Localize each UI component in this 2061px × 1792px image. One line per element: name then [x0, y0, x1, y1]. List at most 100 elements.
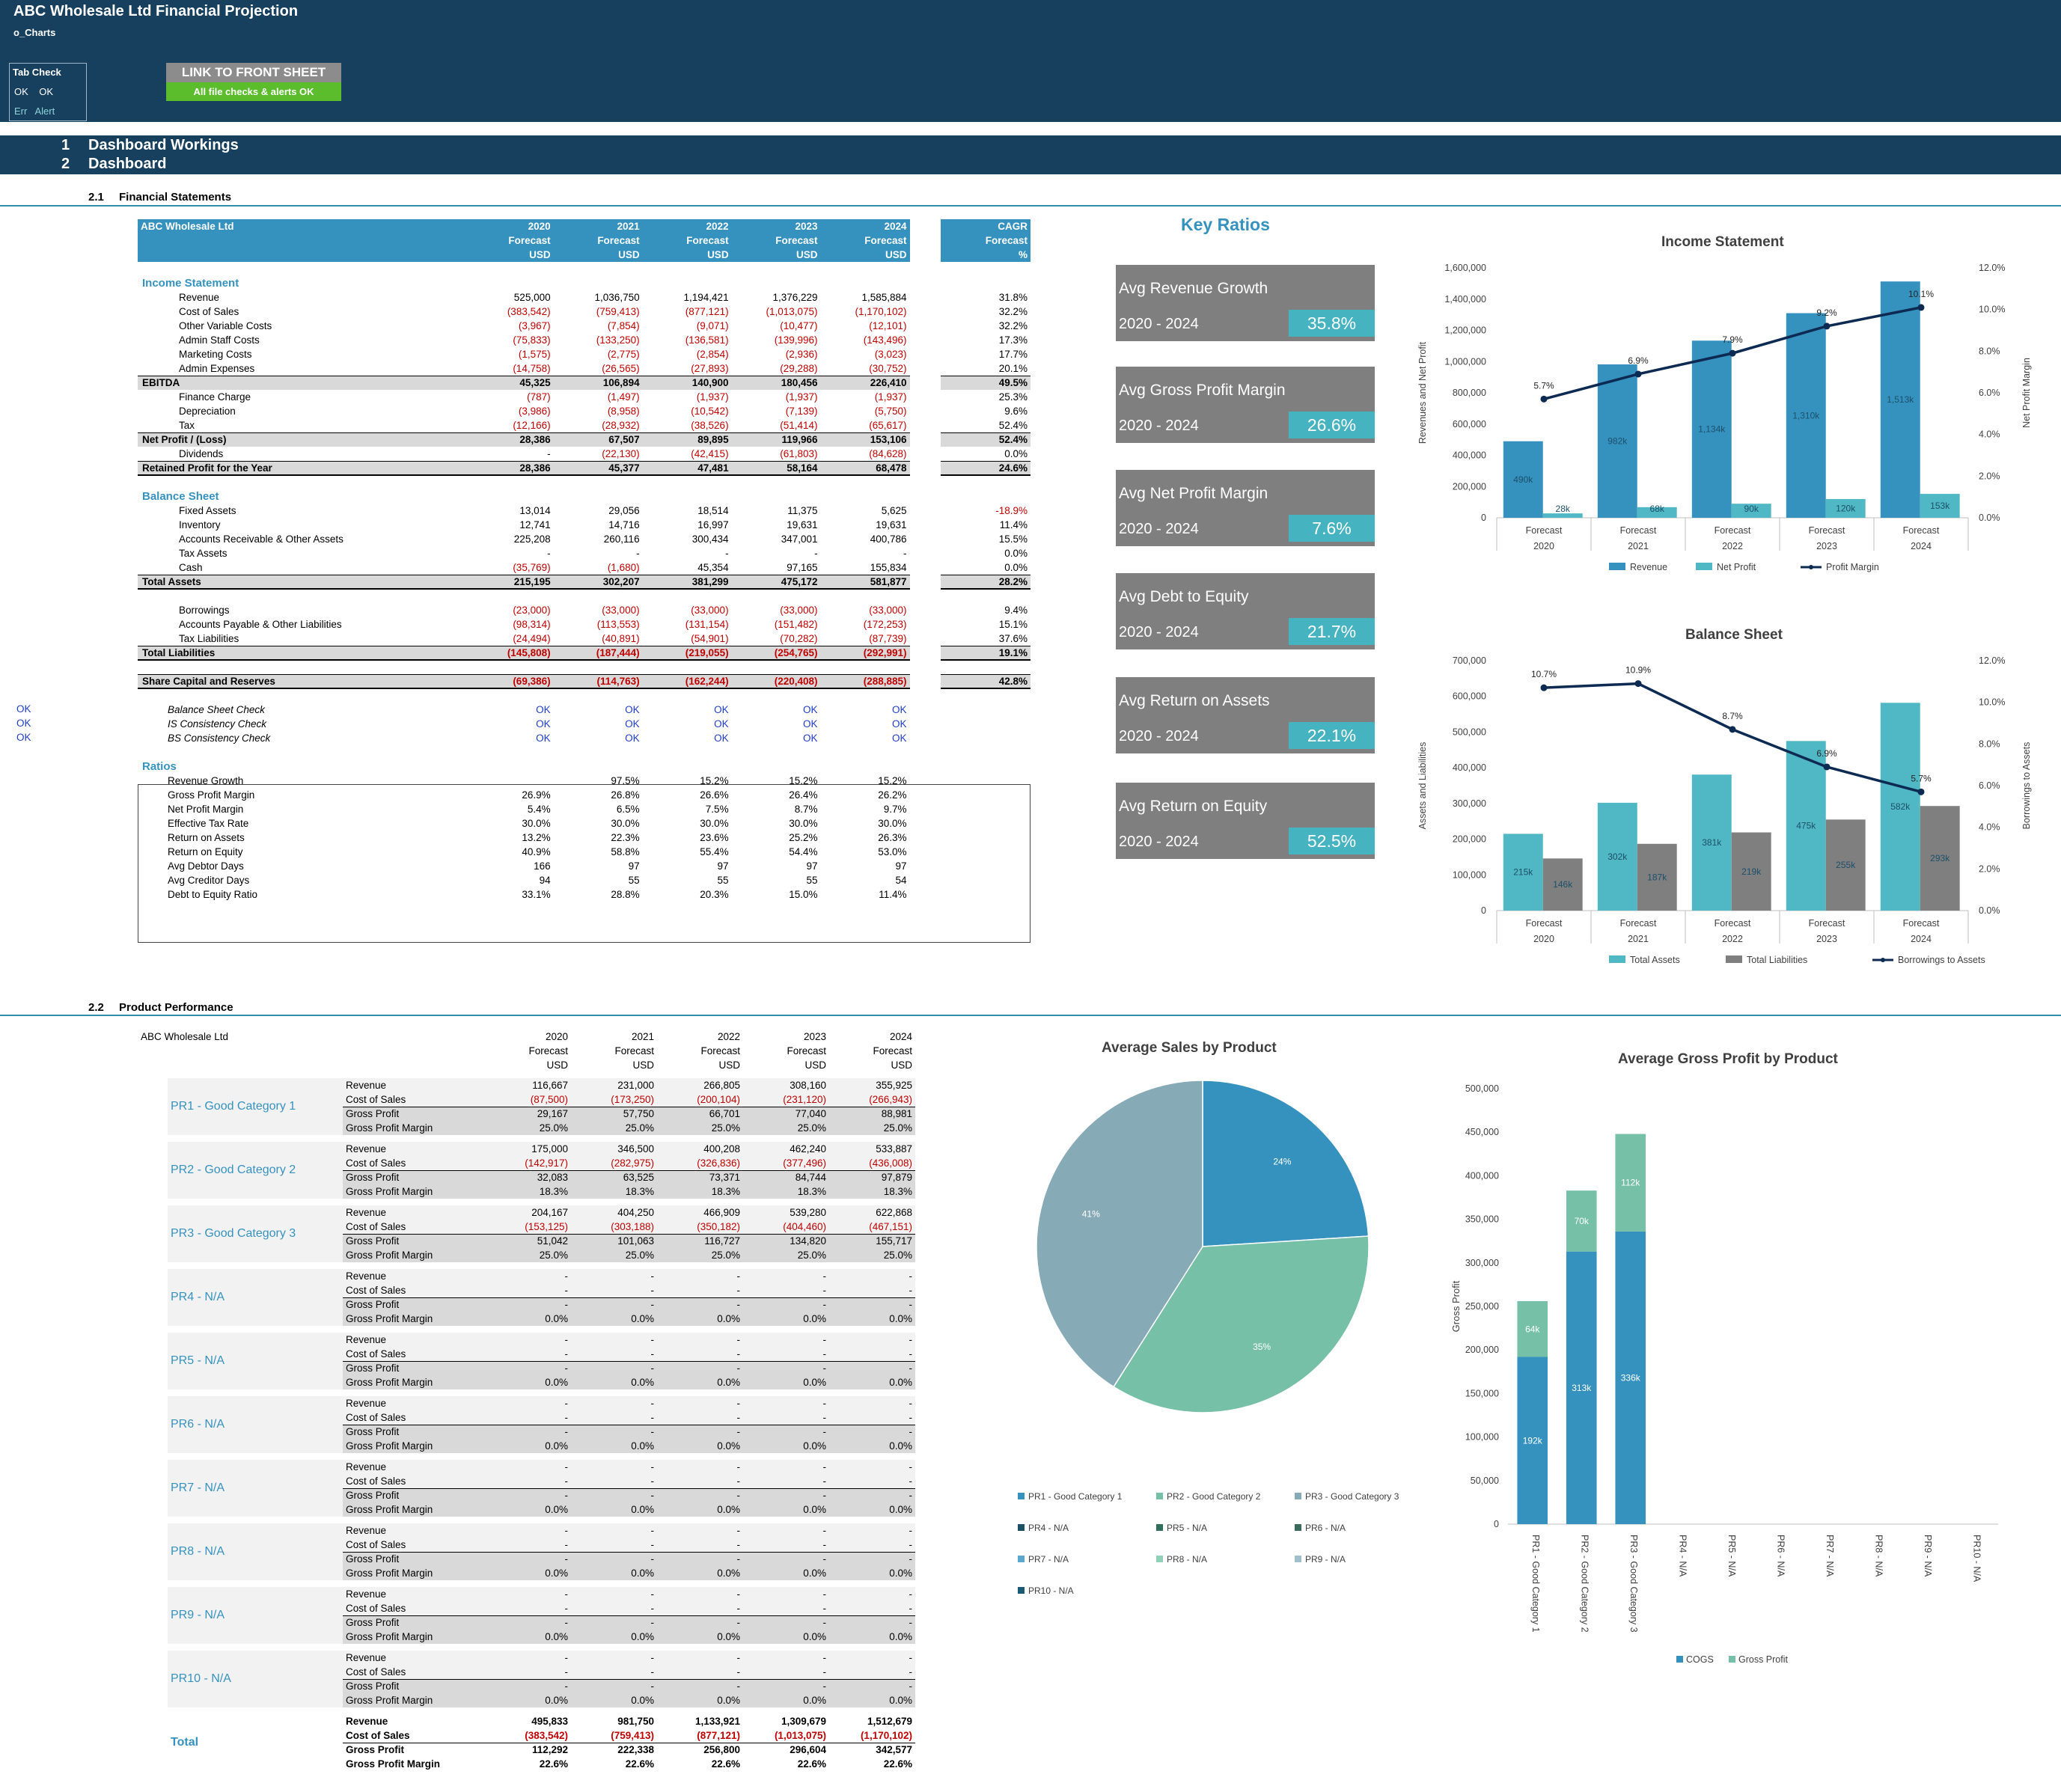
cagr-header: CAGR — [940, 219, 1030, 233]
metric-value: (153,125) — [485, 1220, 571, 1234]
metric-value: 0.0% — [743, 1375, 829, 1389]
metric-value: - — [657, 1269, 743, 1283]
metric-label: Cost of Sales — [343, 1156, 485, 1170]
value-cell: 155,834 — [870, 561, 907, 573]
value-cell: 47,481 — [642, 460, 732, 476]
table-row: Borrowings (23,000) (33,000) (33,000) (33,00… — [138, 603, 1030, 617]
spacer — [138, 660, 1030, 674]
value-cell: (187,444) — [553, 645, 643, 661]
bar-cogs — [1517, 1357, 1548, 1524]
table-row: Share Capital and Reserves (69,386) (114,7… — [138, 673, 1030, 689]
bar-revenue — [1880, 281, 1920, 518]
product-row: Cost of Sales - - - - - — [138, 1538, 915, 1552]
bar-total-assets — [1691, 774, 1732, 911]
y-tick-label: 100,000 — [1453, 869, 1486, 880]
legend-label: Net Profit — [1717, 562, 1756, 572]
value-cell: 29,056 — [608, 505, 640, 516]
bar-data-label: 64k — [1525, 1324, 1540, 1334]
metric-label: Cost of Sales — [343, 1728, 485, 1743]
metric-value: 0.0% — [829, 1375, 915, 1389]
metric-value: (759,413) — [571, 1728, 657, 1743]
x-tick-label: PR1 - Good Category 1 — [1530, 1535, 1541, 1633]
value-cell: 45,377 — [553, 460, 643, 476]
header-cell: ABC Wholesale Ltd — [138, 219, 465, 233]
legend-label: PR9 - N/A — [1305, 1554, 1346, 1565]
row-label: Total Liabilities — [138, 645, 465, 661]
key-ratio-period: 2020 - 2024 — [1119, 624, 1199, 640]
metric-value: 0.0% — [485, 1630, 571, 1644]
metric-value: 22.6% — [657, 1757, 743, 1771]
key-ratio-tile: Avg Debt to Equity 2020 - 2024 21.7% — [1116, 573, 1375, 649]
nav-link-dashboard[interactable]: Dashboard — [88, 156, 167, 172]
y-tick-label: 350,000 — [1465, 1214, 1499, 1225]
ratio-value: 94 — [539, 875, 551, 886]
metric-value: - — [743, 1396, 829, 1410]
table-row: Total Assets 215,195 302,207 381,299 475,172… — [138, 574, 1030, 590]
y2-tick-label: 10.0% — [1979, 697, 2005, 708]
metric-value: 1,133,921 — [657, 1714, 743, 1728]
line-point — [1917, 788, 1925, 795]
ratio-label: Debt to Equity Ratio — [168, 889, 258, 900]
y-tick-label: 600,000 — [1453, 691, 1486, 702]
bar-data-label: 146k — [1553, 879, 1573, 890]
ratio-value: 30.0% — [611, 818, 640, 829]
metric-value: 0.0% — [743, 1312, 829, 1326]
metric-value: 25.0% — [829, 1121, 915, 1135]
ratio-value: 40.9% — [522, 846, 551, 857]
bar-data-label: 1,513k — [1887, 394, 1914, 405]
table-row: EBITDA 45,325 106,894 140,900 180,456 226,410… — [138, 375, 1030, 390]
ratio-value: 53.0% — [878, 846, 907, 857]
ratio-row: Gross Profit Margin 26.9% 26.8% 26.6% 26.4% 2… — [138, 788, 1030, 802]
metric-label: Cost of Sales — [343, 1538, 485, 1552]
ratio-value: 5.4% — [527, 804, 551, 815]
pie-data-label: 35% — [1253, 1342, 1271, 1352]
metric-value: - — [485, 1665, 571, 1679]
value-cell: (383,542) — [507, 306, 551, 317]
metric-label: Gross Profit — [343, 1106, 485, 1121]
metric-value: 0.0% — [485, 1439, 571, 1453]
year-header: Forecast — [873, 1045, 912, 1056]
row-label: Share Capital and Reserves — [138, 673, 465, 689]
metric-value: - — [485, 1460, 571, 1474]
line-point — [1823, 322, 1831, 330]
legend-swatch — [1018, 1587, 1025, 1594]
metric-value: - — [657, 1474, 743, 1488]
metric-value: 0.0% — [657, 1502, 743, 1517]
check-row: BS Consistency Check OK OK OK OK OK — [138, 731, 1030, 745]
nav-link-dashboard-workings[interactable]: Dashboard Workings — [88, 137, 239, 153]
x-tick-year: 2023 — [1816, 934, 1837, 944]
value-cell: (162,244) — [642, 673, 732, 689]
y-tick-label: 1,200,000 — [1444, 325, 1486, 336]
gap — [910, 461, 941, 475]
legend-label: Total Liabilities — [1747, 955, 1807, 965]
ratio-value: 11.4% — [879, 889, 907, 900]
metric-value: - — [571, 1474, 657, 1488]
product-row: Cost of Sales - - - - - — [138, 1347, 915, 1361]
metric-value: (383,542) — [485, 1728, 571, 1743]
y-tick-label: 150,000 — [1465, 1388, 1499, 1398]
gap — [910, 418, 941, 432]
link-to-front-sheet-button[interactable]: LINK TO FRONT SHEET — [166, 63, 341, 82]
metric-value: 134,820 — [743, 1233, 829, 1248]
product-row: Cost of Sales - - - - - — [138, 1601, 915, 1615]
metric-value: - — [743, 1460, 829, 1474]
check-status: OK — [892, 704, 907, 715]
value-cell: - — [547, 548, 551, 559]
ratio-value: 33.1% — [522, 889, 551, 900]
value-cell: - — [903, 548, 907, 559]
metric-label: Gross Profit Margin — [343, 1439, 485, 1453]
check-status: OK — [625, 704, 640, 715]
y-axis-label: Revenues and Net Profit — [1417, 341, 1428, 444]
metric-value: - — [657, 1410, 743, 1425]
metric-value: - — [829, 1678, 915, 1693]
value-cell: - — [725, 548, 729, 559]
metric-value: - — [571, 1396, 657, 1410]
product-row: Gross Profit Margin 18.3% 18.3% 18.3% 18.3% 1… — [138, 1184, 915, 1199]
key-ratio-value: 26.6% — [1289, 412, 1375, 438]
metric-value: 25.0% — [485, 1248, 571, 1262]
x-tick-label: Forecast — [1526, 525, 1563, 536]
metric-value: (467,151) — [829, 1220, 915, 1234]
table-row: Retained Profit for the Year 28,386 45,377… — [138, 460, 1030, 476]
value-cell: (143,496) — [863, 334, 907, 346]
metric-value: (142,917) — [485, 1156, 571, 1170]
